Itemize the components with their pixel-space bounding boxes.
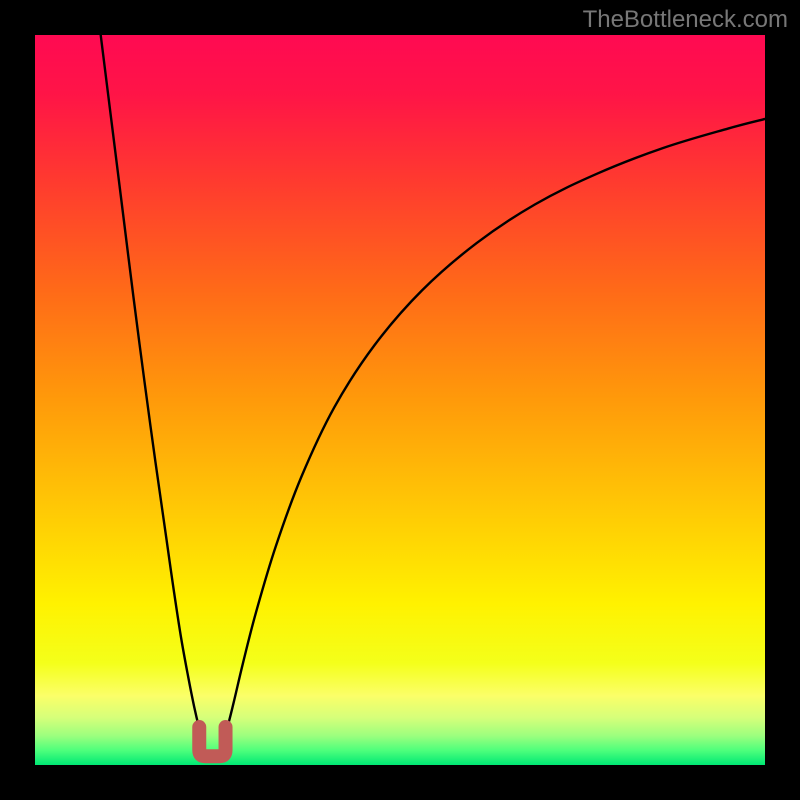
bottleneck-chart [0, 0, 800, 800]
chart-container: TheBottleneck.com [0, 0, 800, 800]
watermark-text: TheBottleneck.com [583, 6, 788, 34]
plot-background [35, 35, 765, 765]
